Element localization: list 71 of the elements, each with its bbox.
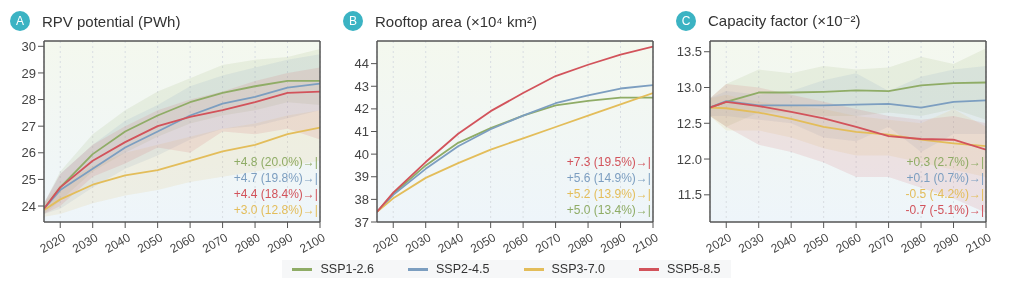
x-tick-label: 2090: [597, 230, 629, 256]
x-tick-label: 2050: [135, 230, 166, 256]
chart-title: RPV potential (PWh): [42, 12, 181, 30]
x-tick-label: 2070: [199, 230, 231, 256]
y-tick-label: 37: [354, 214, 369, 230]
y-tick-label: 25: [21, 172, 36, 188]
y-tick-label: 24: [21, 198, 36, 214]
text: C: [676, 11, 696, 31]
y-tick-label: 28: [21, 92, 36, 108]
x-tick-label: 2100: [297, 230, 328, 256]
y-tick-label: 44: [354, 56, 369, 72]
x-tick-label: 2060: [833, 230, 864, 256]
y-tick-label: 43: [354, 78, 369, 94]
x-tick-label: 2100: [963, 230, 994, 256]
chart-title: Capacity factor (×10⁻²): [708, 12, 861, 30]
legend-label: SSP1-2.6: [319, 262, 374, 276]
x-tick-label: 2020: [703, 230, 735, 256]
legend-label: SSP2-4.5: [435, 262, 490, 276]
x-tick-label: 2090: [930, 230, 962, 256]
x-tick-label: 2040: [768, 230, 799, 256]
x-tick-label: 2030: [403, 230, 434, 256]
x-tick-label: 2080: [232, 230, 263, 256]
y-tick-label: 39: [354, 169, 369, 185]
x-tick-label: 2100: [630, 230, 661, 256]
legend-label: SSP3-7.0: [550, 262, 606, 276]
x-tick-label: 2030: [736, 230, 767, 256]
y-tick-label: 13.5: [676, 44, 702, 60]
annotation: -0.5 (-4.2%)→|: [905, 186, 984, 202]
annotation: +3.0 (12.8%)→|: [233, 202, 318, 218]
x-tick-label: 2070: [532, 230, 564, 256]
x-tick-label: 2050: [801, 230, 832, 256]
line-series: [710, 100, 986, 151]
annotation: +7.3 (19.5%)→|: [566, 154, 651, 170]
annotation: +4.4 (18.4%)→|: [233, 186, 318, 202]
y-tick-label: 41: [354, 124, 369, 140]
x-tick-label: 2030: [70, 230, 101, 256]
y-tick-label: 13.0: [676, 80, 702, 96]
y-tick-label: 38: [354, 191, 369, 207]
x-tick-label: 2050: [468, 230, 499, 256]
annotation: +0.1 (0.7%)→|: [906, 170, 984, 186]
y-tick-label: 30: [21, 38, 36, 54]
x-tick-label: 2020: [370, 230, 402, 256]
y-tick-label: 40: [354, 146, 369, 162]
x-tick-label: 2040: [435, 230, 466, 256]
annotation: +4.7 (19.8%)→|: [233, 170, 318, 186]
legend-label: SSP5-8.5: [666, 262, 721, 276]
x-tick-label: 2040: [102, 230, 133, 256]
y-tick-label: 11.5: [677, 187, 702, 203]
x-tick-label: 2060: [500, 230, 531, 256]
text: A: [10, 11, 30, 31]
line-series: [710, 106, 986, 148]
chart-title: Rooftop area (×10⁴ km²): [375, 12, 537, 30]
x-tick-label: 2060: [167, 230, 198, 256]
annotation: +5.0 (13.4%)→|: [566, 202, 651, 218]
y-tick-label: 12.0: [676, 151, 702, 167]
text: B: [343, 11, 363, 31]
y-tick-label: 42: [354, 101, 369, 117]
x-tick-label: 2020: [37, 230, 69, 256]
x-tick-label: 2080: [565, 230, 596, 256]
annotation: +5.2 (13.9%)→|: [566, 186, 651, 202]
y-tick-label: 27: [21, 118, 36, 134]
x-tick-label: 2070: [865, 230, 897, 256]
y-tick-label: 12.5: [676, 115, 702, 131]
y-tick-label: 29: [21, 65, 36, 81]
y-tick-label: 26: [21, 145, 36, 161]
x-tick-label: 2090: [264, 230, 296, 256]
annotation: -0.7 (-5.1%)→|: [905, 202, 984, 218]
x-tick-label: 2080: [898, 230, 929, 256]
annotation: +0.3 (2.7%)→|: [906, 154, 984, 170]
annotation: +5.6 (14.9%)→|: [566, 170, 651, 186]
annotation: +4.8 (20.0%)→|: [233, 154, 318, 170]
